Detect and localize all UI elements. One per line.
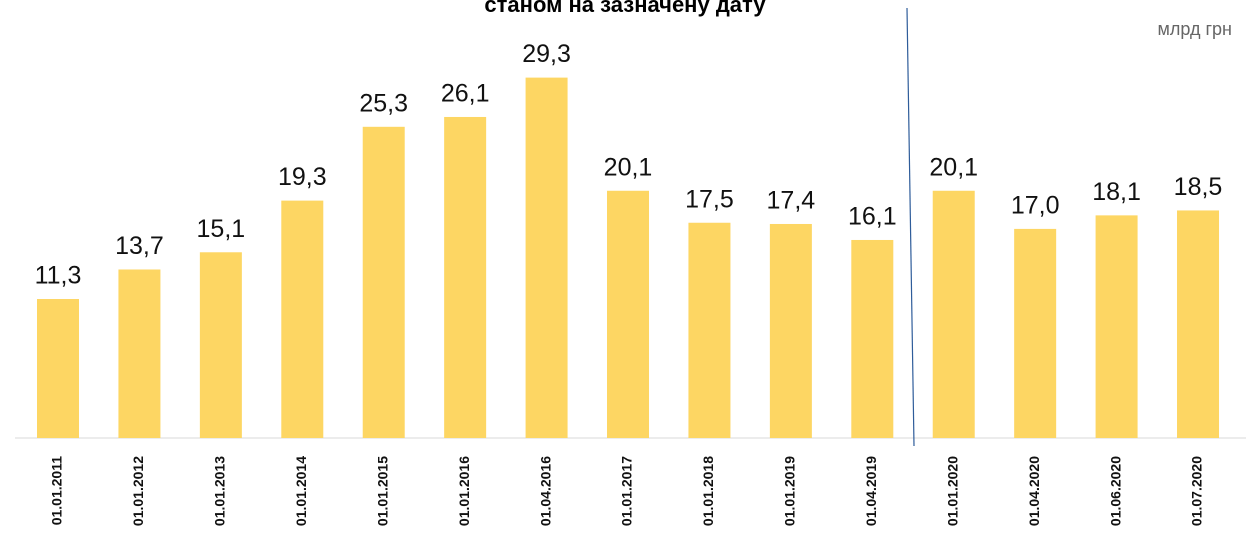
- value-label: 19,3: [278, 163, 327, 191]
- bar: [769, 223, 812, 438]
- value-label: 20,1: [929, 153, 978, 181]
- x-tick-label: 01.01.2019: [782, 456, 798, 526]
- bar: [281, 200, 324, 438]
- x-tick-label: 01.01.2018: [700, 456, 716, 526]
- value-label: 29,3: [522, 40, 571, 68]
- value-label: 16,1: [848, 203, 897, 231]
- unit-label: млрд грн: [1158, 19, 1233, 39]
- x-tick-label: 01.01.2011: [49, 456, 65, 526]
- value-label: 13,7: [115, 232, 164, 260]
- x-tick-label: 01.04.2019: [863, 456, 879, 526]
- bar: [688, 222, 731, 438]
- value-label: 17,0: [1011, 192, 1060, 220]
- bar: [525, 77, 568, 439]
- bar: [444, 116, 487, 438]
- value-label: 25,3: [359, 89, 408, 117]
- value-label: 15,1: [197, 215, 246, 243]
- x-tick-label: 01.04.2020: [1026, 456, 1042, 526]
- x-tick-label: 01.01.2014: [293, 456, 309, 526]
- x-tick-label: 01.01.2016: [456, 456, 472, 526]
- bar: [1014, 228, 1057, 438]
- x-tick-label: 01.04.2016: [537, 456, 553, 526]
- value-label: 11,3: [35, 262, 82, 290]
- x-tick-label: 01.01.2017: [619, 456, 635, 526]
- separator: [906, 7, 915, 447]
- value-label: 18,1: [1092, 178, 1141, 206]
- value-label: 18,5: [1174, 173, 1223, 201]
- value-label: 17,4: [767, 187, 816, 215]
- chart-title: станом на зазначену дату: [484, 0, 766, 17]
- bar: [118, 269, 161, 438]
- bar: [607, 190, 650, 438]
- value-label: 20,1: [604, 153, 653, 181]
- bar: [932, 190, 975, 438]
- x-tick-label: 01.01.2020: [944, 456, 960, 526]
- value-label: 26,1: [441, 80, 490, 108]
- bar: [362, 126, 405, 438]
- value-label: 17,5: [685, 185, 734, 213]
- x-tick-label: 01.07.2020: [1189, 456, 1205, 526]
- bar: [851, 239, 894, 438]
- bar: [1095, 215, 1138, 438]
- bar: [37, 299, 79, 438]
- x-tick-label: 01.06.2020: [1107, 456, 1123, 526]
- x-tick-label: 01.01.2013: [212, 456, 228, 526]
- bar: [1177, 210, 1220, 438]
- bar: [199, 252, 242, 438]
- x-tick-label: 01.01.2012: [130, 456, 146, 526]
- x-tick-label: 01.01.2015: [374, 456, 390, 526]
